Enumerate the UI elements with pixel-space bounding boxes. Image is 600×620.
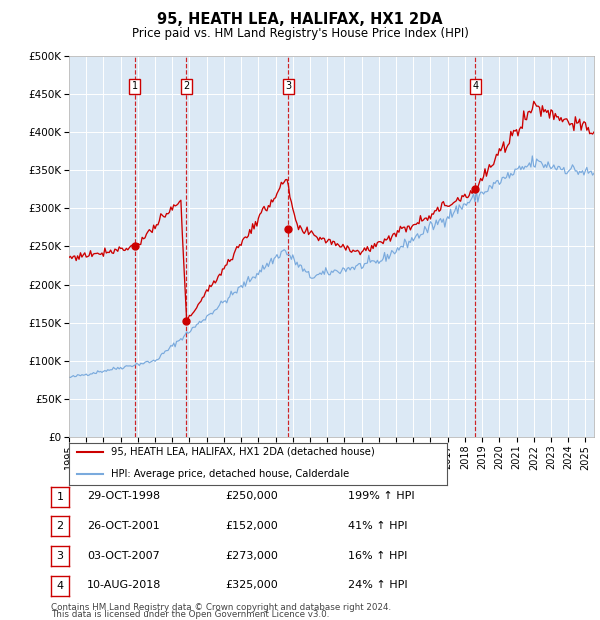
Text: 1: 1 bbox=[132, 81, 138, 91]
Text: 16% ↑ HPI: 16% ↑ HPI bbox=[348, 551, 407, 560]
Text: Price paid vs. HM Land Registry's House Price Index (HPI): Price paid vs. HM Land Registry's House … bbox=[131, 27, 469, 40]
Text: 03-OCT-2007: 03-OCT-2007 bbox=[87, 551, 160, 560]
Text: 199% ↑ HPI: 199% ↑ HPI bbox=[348, 491, 415, 501]
Text: 2: 2 bbox=[183, 81, 190, 91]
Text: 3: 3 bbox=[56, 551, 64, 561]
Text: 1: 1 bbox=[56, 492, 64, 502]
Text: 10-AUG-2018: 10-AUG-2018 bbox=[87, 580, 161, 590]
Text: Contains HM Land Registry data © Crown copyright and database right 2024.: Contains HM Land Registry data © Crown c… bbox=[51, 603, 391, 612]
Text: This data is licensed under the Open Government Licence v3.0.: This data is licensed under the Open Gov… bbox=[51, 610, 329, 619]
Text: 95, HEATH LEA, HALIFAX, HX1 2DA (detached house): 95, HEATH LEA, HALIFAX, HX1 2DA (detache… bbox=[110, 447, 374, 457]
Text: 41% ↑ HPI: 41% ↑ HPI bbox=[348, 521, 407, 531]
Text: £152,000: £152,000 bbox=[225, 521, 278, 531]
Text: 29-OCT-1998: 29-OCT-1998 bbox=[87, 491, 160, 501]
Text: £273,000: £273,000 bbox=[225, 551, 278, 560]
Text: 4: 4 bbox=[472, 81, 478, 91]
Text: HPI: Average price, detached house, Calderdale: HPI: Average price, detached house, Cald… bbox=[110, 469, 349, 479]
Text: 4: 4 bbox=[56, 581, 64, 591]
Text: 26-OCT-2001: 26-OCT-2001 bbox=[87, 521, 160, 531]
Text: 24% ↑ HPI: 24% ↑ HPI bbox=[348, 580, 407, 590]
Text: 95, HEATH LEA, HALIFAX, HX1 2DA: 95, HEATH LEA, HALIFAX, HX1 2DA bbox=[157, 12, 443, 27]
Text: 2: 2 bbox=[56, 521, 64, 531]
Text: £325,000: £325,000 bbox=[225, 580, 278, 590]
Text: £250,000: £250,000 bbox=[225, 491, 278, 501]
Text: 3: 3 bbox=[286, 81, 292, 91]
